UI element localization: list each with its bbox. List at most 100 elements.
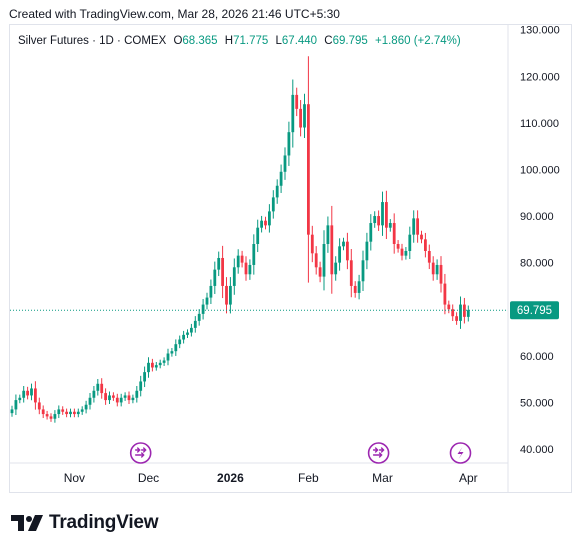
candle-body — [104, 393, 107, 401]
candle-body — [217, 257, 221, 270]
candle-body — [400, 248, 404, 256]
candle-body — [353, 285, 357, 293]
candle-body — [435, 264, 439, 275]
y-tick-label: 120.000 — [520, 71, 560, 83]
open-value: 68.365 — [182, 35, 218, 47]
candle-body — [65, 411, 68, 415]
candle-body — [61, 409, 65, 412]
candle-body — [466, 310, 470, 317]
candle-body — [342, 241, 345, 247]
high-label: H — [224, 35, 234, 47]
y-tick-label: 110.000 — [520, 118, 559, 130]
candle-body — [455, 316, 458, 321]
candle-body — [369, 223, 373, 242]
candle-body — [244, 262, 248, 275]
dividend-arrow-icon[interactable] — [367, 442, 390, 464]
caption: Created with TradingView.com, Mar 28, 20… — [9, 7, 340, 21]
low-value: 67.440 — [281, 35, 318, 47]
last-price-line: 69.795 — [10, 301, 559, 320]
candle-body — [396, 244, 400, 249]
candle-body — [291, 94, 295, 133]
y-tick-label: 50.000 — [520, 397, 554, 409]
candlestick-chart[interactable]: 40.00050.00060.00070.00080.00090.000100.… — [0, 0, 582, 500]
candle-body — [96, 383, 100, 391]
candle-body — [69, 411, 72, 415]
candle-body — [92, 390, 96, 398]
candle-body — [392, 223, 396, 244]
y-tick-label: 130.000 — [520, 25, 560, 37]
chart-legend: Silver Futures · 1D · COMEX O68.365 H71.… — [18, 35, 461, 47]
last-price-label: 69.795 — [517, 305, 552, 317]
candle-body — [408, 234, 412, 251]
candle-body — [229, 285, 232, 305]
candle-body — [287, 132, 291, 156]
candle-body — [260, 220, 263, 228]
candle-body — [162, 360, 166, 363]
high-value: 71.775 — [233, 35, 269, 47]
candle-body — [307, 104, 310, 235]
candle-body — [240, 255, 244, 263]
candle-body — [158, 362, 162, 366]
candle-body — [190, 327, 193, 333]
y-tick-label: 100.000 — [520, 164, 560, 176]
open-label: O — [173, 35, 183, 47]
candle-body — [174, 344, 178, 352]
y-tick-label: 60.000 — [520, 351, 554, 363]
candle-body — [271, 197, 275, 212]
candle-body — [420, 234, 423, 240]
candle-body — [459, 304, 462, 321]
candle-body — [334, 262, 338, 275]
y-axis: 40.00050.00060.00070.00080.00090.000100.… — [507, 25, 560, 493]
candle-body — [279, 171, 283, 186]
candle-body — [209, 285, 213, 298]
candle-body — [37, 402, 41, 410]
candle-body — [295, 94, 299, 109]
candle-body — [112, 395, 115, 398]
candle-body — [80, 409, 84, 412]
candle-body — [135, 390, 139, 398]
candle-body — [154, 365, 158, 368]
candle-body — [193, 320, 197, 328]
dividend-arrow-icon[interactable] — [129, 442, 152, 464]
candle-body — [314, 253, 318, 268]
candle-body — [439, 264, 443, 284]
candle-body — [303, 104, 306, 128]
candle-body — [18, 397, 22, 401]
candle-body — [34, 388, 37, 403]
candle-body — [264, 220, 267, 226]
candle-body — [73, 411, 76, 415]
x-tick-label: Apr — [459, 471, 478, 485]
candle-body — [147, 362, 150, 373]
candle-body — [431, 262, 435, 275]
candle-body — [131, 397, 135, 401]
candle-body — [377, 216, 380, 226]
candle-body — [443, 283, 447, 305]
candle-body — [447, 304, 451, 310]
candle-body — [361, 260, 365, 282]
candles — [10, 56, 470, 423]
candle-body — [22, 390, 26, 398]
candle-body — [427, 250, 431, 263]
brand[interactable]: TradingView — [11, 512, 159, 534]
candle-body — [123, 395, 127, 398]
candle-body — [197, 313, 201, 321]
candle-body — [283, 155, 287, 172]
x-tick-label: Nov — [64, 471, 85, 485]
candle-body — [248, 264, 252, 275]
candle-body — [299, 108, 302, 128]
x-axis: Nov Dec 2026 Feb Mar Apr — [10, 462, 508, 485]
y-tick-label: 40.000 — [520, 444, 554, 456]
candle-body — [26, 390, 29, 396]
candle-body — [186, 332, 189, 335]
candle-body — [57, 409, 61, 415]
candle-body — [232, 267, 236, 286]
event-markers[interactable] — [129, 442, 472, 464]
close-value: 69.795 — [332, 35, 368, 47]
x-tick-label: Mar — [372, 471, 393, 485]
y-tick-label: 90.000 — [520, 211, 554, 223]
candle-body — [322, 244, 326, 277]
candle-body — [349, 260, 353, 286]
candle-body — [416, 218, 419, 235]
candle-body — [388, 223, 392, 228]
lightning-icon[interactable] — [449, 442, 472, 464]
